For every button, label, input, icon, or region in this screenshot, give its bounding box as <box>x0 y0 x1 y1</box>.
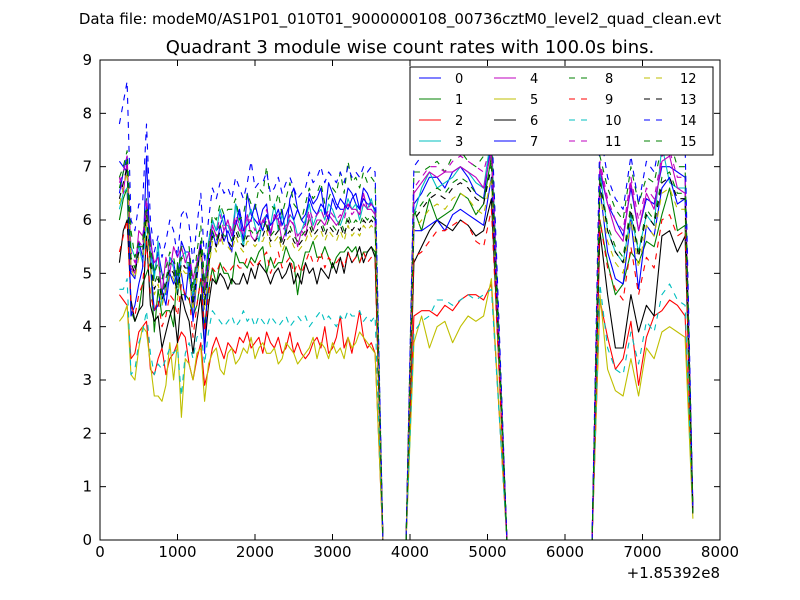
legend-label-6: 6 <box>530 114 538 129</box>
series-line-14 <box>118 80 694 540</box>
axis-ticks: 0 1000 2000 3000 4000 5000 6000 7000 80000123456… <box>82 51 739 561</box>
series-line-0 <box>118 139 694 540</box>
legend-label-13: 13 <box>680 93 697 108</box>
x-tick-label: 3000 <box>313 543 351 561</box>
series-line-15 <box>118 160 694 540</box>
legend-label-7: 7 <box>530 135 538 150</box>
x-tick-label: 4000 <box>391 543 429 561</box>
legend-label-4: 4 <box>530 72 538 87</box>
x-tick-label: 7000 <box>623 543 661 561</box>
legend-label-9: 9 <box>605 93 613 108</box>
legend-label-8: 8 <box>605 72 613 87</box>
y-tick-label: 8 <box>82 104 92 122</box>
x-tick-label: 1000 <box>158 543 196 561</box>
legend-label-11: 11 <box>605 135 622 150</box>
legend-label-12: 12 <box>680 72 697 87</box>
series-layer <box>118 80 694 540</box>
y-tick-label: 1 <box>82 478 92 496</box>
y-tick-label: 6 <box>82 211 92 229</box>
legend-label-0: 0 <box>455 72 463 87</box>
series-line-6 <box>118 198 694 540</box>
legend-label-15: 15 <box>680 135 697 150</box>
x-offset-label: +1.85392e8 <box>627 564 720 582</box>
series-line-13 <box>118 166 694 540</box>
legend-box <box>409 66 714 156</box>
x-tick-label: 8000 <box>701 543 739 561</box>
legend-label-10: 10 <box>605 114 622 129</box>
x-tick-label: 6000 <box>546 543 584 561</box>
x-tick-label: 0 <box>95 543 105 561</box>
legend-label-5: 5 <box>530 93 538 108</box>
legend-label-2: 2 <box>455 114 463 129</box>
figure-suptitle: Data file: modeM0/AS1P01_010T01_90000001… <box>79 10 721 29</box>
chart-title: Quadrant 3 module wise count rates with … <box>166 37 655 58</box>
y-tick-label: 2 <box>82 424 92 442</box>
series-line-2 <box>118 283 694 540</box>
y-tick-label: 3 <box>82 371 92 389</box>
series-line-7 <box>118 155 694 540</box>
y-tick-label: 5 <box>82 264 92 282</box>
series-line-4 <box>118 150 694 540</box>
x-tick-label: 2000 <box>236 543 274 561</box>
series-line-5 <box>118 278 694 540</box>
x-tick-label: 5000 <box>468 543 506 561</box>
y-tick-label: 7 <box>82 158 92 176</box>
y-tick-label: 4 <box>82 318 92 336</box>
series-line-9 <box>118 208 694 540</box>
legend-label-1: 1 <box>455 93 463 108</box>
legend-label-3: 3 <box>455 135 463 150</box>
series-line-1 <box>118 155 694 540</box>
y-tick-label: 9 <box>82 51 92 69</box>
y-tick-label: 0 <box>82 531 92 549</box>
legend-label-14: 14 <box>680 114 697 129</box>
